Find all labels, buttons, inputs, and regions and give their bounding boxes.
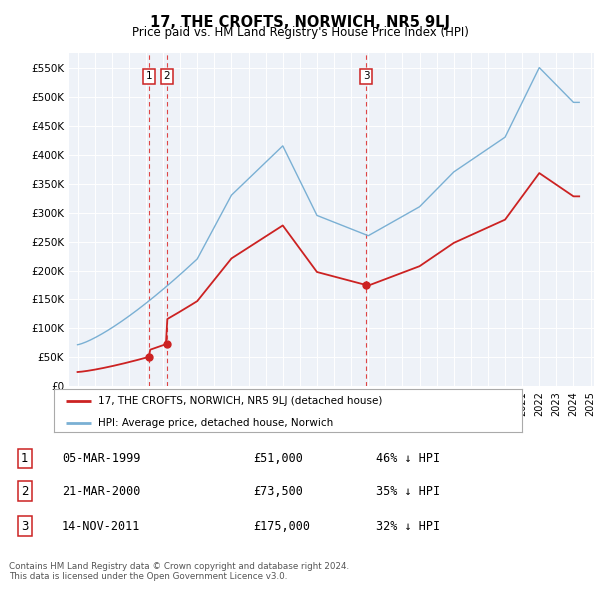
Text: 14-NOV-2011: 14-NOV-2011 [62, 520, 140, 533]
Text: 2: 2 [164, 71, 170, 81]
Text: £51,000: £51,000 [253, 452, 303, 465]
Text: 3: 3 [363, 71, 370, 81]
Text: Price paid vs. HM Land Registry's House Price Index (HPI): Price paid vs. HM Land Registry's House … [131, 26, 469, 39]
Text: 3: 3 [21, 520, 29, 533]
Text: 2: 2 [21, 484, 29, 498]
Text: 46% ↓ HPI: 46% ↓ HPI [376, 452, 440, 465]
Text: £73,500: £73,500 [253, 484, 303, 498]
Text: £175,000: £175,000 [253, 520, 310, 533]
Text: 35% ↓ HPI: 35% ↓ HPI [376, 484, 440, 498]
Text: 17, THE CROFTS, NORWICH, NR5 9LJ (detached house): 17, THE CROFTS, NORWICH, NR5 9LJ (detach… [98, 396, 383, 407]
Text: 1: 1 [146, 71, 152, 81]
Text: 05-MAR-1999: 05-MAR-1999 [62, 452, 140, 465]
Text: 21-MAR-2000: 21-MAR-2000 [62, 484, 140, 498]
Text: 1: 1 [21, 452, 29, 465]
Text: 17, THE CROFTS, NORWICH, NR5 9LJ: 17, THE CROFTS, NORWICH, NR5 9LJ [150, 15, 450, 30]
Text: Contains HM Land Registry data © Crown copyright and database right 2024.
This d: Contains HM Land Registry data © Crown c… [9, 562, 349, 581]
Text: 32% ↓ HPI: 32% ↓ HPI [376, 520, 440, 533]
Text: HPI: Average price, detached house, Norwich: HPI: Average price, detached house, Norw… [98, 418, 334, 428]
